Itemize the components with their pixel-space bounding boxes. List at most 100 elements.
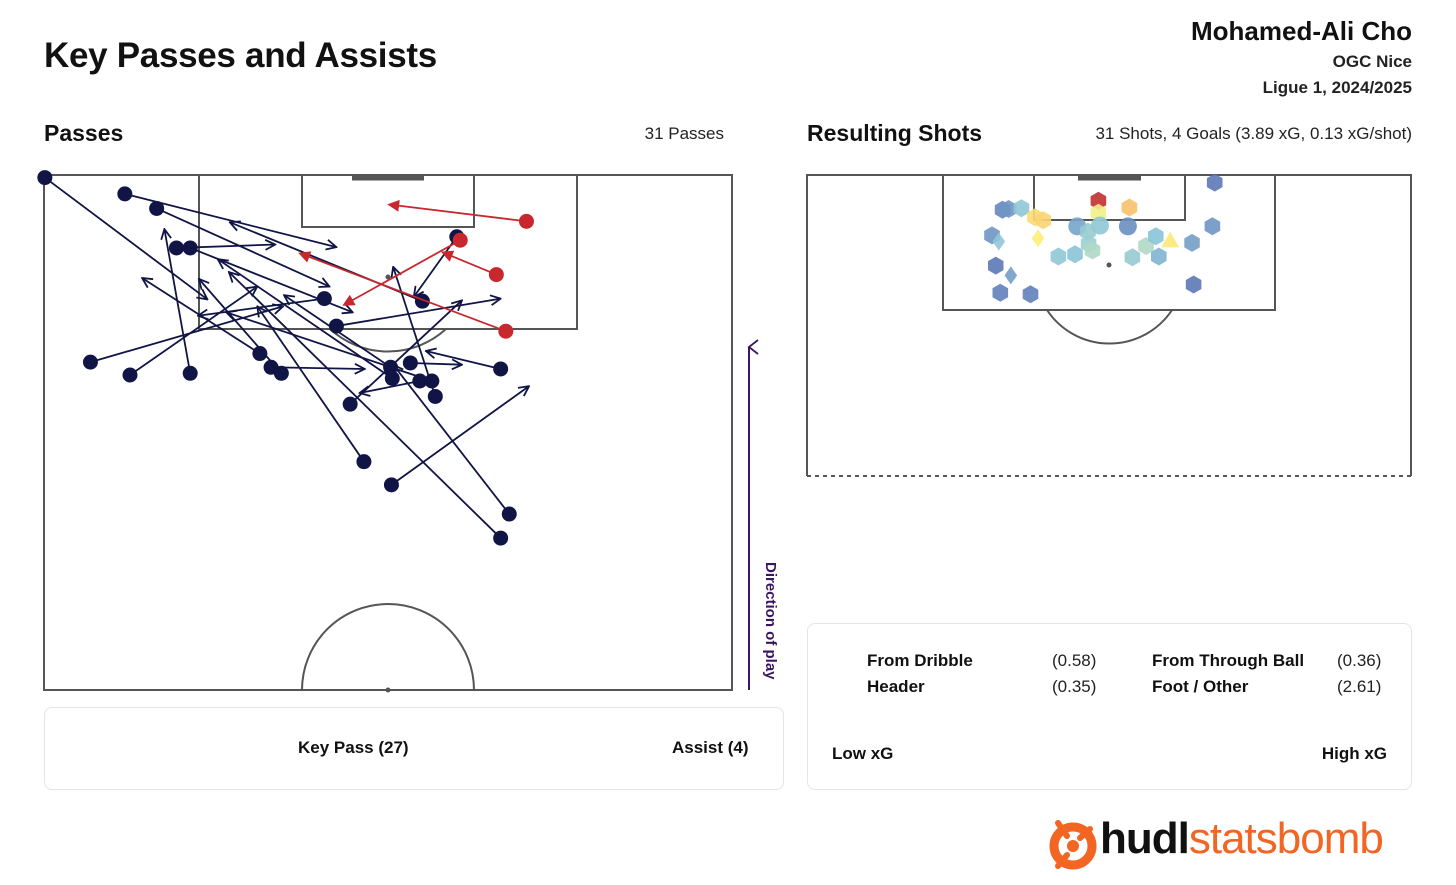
shot-marker	[992, 232, 1006, 251]
pass-origin-dot	[168, 240, 184, 256]
pass-origin-dot	[493, 530, 509, 546]
key-pass	[82, 306, 283, 370]
shots-penalty-arc	[1046, 309, 1173, 345]
shots-heading: Resulting Shots	[807, 120, 983, 146]
pass-origin-dot	[82, 354, 98, 370]
legend-header-label: Header	[867, 677, 925, 696]
pass-line	[129, 287, 257, 376]
key-pass	[383, 386, 529, 493]
pass-line	[387, 199, 527, 223]
penalty-box	[198, 174, 578, 330]
legend-from-dribble-value: (0.58)	[1052, 651, 1097, 670]
legend-through-ball-value: (0.36)	[1337, 651, 1382, 670]
pass-origin-dot	[356, 454, 372, 470]
logo-statsbomb: statsbomb	[1188, 814, 1384, 863]
passes-heading: Passes	[44, 120, 124, 146]
centre-spot	[385, 687, 391, 693]
six-yard-box	[301, 174, 475, 228]
pass-line	[229, 272, 502, 539]
pass-origin-dot	[518, 213, 534, 229]
key-pass	[122, 287, 258, 383]
pass-origin-dot	[498, 323, 514, 339]
legend-key-pass-label: Key Pass (27)	[298, 738, 409, 757]
shot-marker	[1022, 285, 1039, 304]
shot-marker	[1035, 211, 1052, 230]
assist-pass	[298, 251, 514, 339]
shot-marker	[1090, 191, 1107, 210]
assist-pass	[387, 199, 534, 229]
legend-through-ball-label: From Through Ball	[1152, 651, 1305, 670]
key-pass	[199, 279, 289, 381]
shots-pitch	[806, 174, 1412, 477]
shot-marker	[1013, 199, 1030, 218]
key-pass	[360, 373, 428, 394]
pass-origin-dot	[488, 267, 504, 283]
pass-line	[336, 299, 500, 327]
passes-pitch	[43, 174, 733, 693]
player-name: Mohamed-Ali Cho	[1191, 16, 1412, 46]
shot-marker	[1185, 275, 1202, 294]
key-pass	[328, 299, 501, 334]
assist-pass	[342, 232, 468, 306]
pass-line	[440, 250, 497, 276]
legend-assist-label: Assist (4)	[672, 738, 749, 757]
shot-marker	[1031, 229, 1045, 248]
logo-hudl: hudl	[1100, 814, 1190, 863]
shot-marker	[1204, 217, 1221, 236]
shot-marker	[1004, 266, 1018, 285]
pass-origin-dot	[316, 291, 332, 307]
pass-origin-dot	[328, 318, 344, 334]
colorbar-low-label: Low xG	[832, 744, 894, 763]
shot-marker	[1000, 200, 1017, 218]
shots-penalty-spot	[1106, 262, 1112, 268]
pass-origin-dot	[452, 232, 468, 248]
shot-marker	[1184, 233, 1200, 252]
pass-line	[156, 207, 330, 286]
pass-origin-dot	[427, 388, 443, 404]
pass-line	[410, 363, 462, 365]
shot-marker	[1121, 198, 1138, 217]
pass-line	[390, 386, 529, 486]
pass-line	[176, 245, 275, 248]
legend-from-dribble-label: From Dribble	[867, 651, 973, 670]
key-pass	[149, 200, 330, 287]
pass-origin-dot	[252, 346, 268, 362]
shots-layer	[984, 173, 1223, 304]
pass-line	[360, 380, 420, 393]
key-pass	[393, 365, 517, 522]
key-pass	[117, 186, 336, 247]
pass-origin-dot	[501, 506, 517, 522]
shot-marker	[1151, 247, 1167, 266]
key-pass	[257, 306, 372, 470]
pass-legend: Key Pass (27) Assist (4)	[44, 707, 784, 790]
shot-marker	[1206, 173, 1223, 192]
page-title: Key Passes and Assists	[44, 36, 437, 75]
pass-origin-dot	[149, 200, 165, 216]
key-pass	[168, 240, 275, 256]
pass-origin-dot	[383, 477, 399, 493]
pass-origin-dot	[273, 365, 289, 381]
competition-season: Ligue 1, 2024/2025	[1262, 78, 1412, 97]
key-pass	[37, 170, 207, 299]
key-pass	[402, 355, 462, 371]
shot-legend: From Dribble (0.58) Header (0.35) From T…	[807, 623, 1412, 790]
direction-of-play-label: Direction of play	[762, 562, 779, 680]
pass-origin-dot	[122, 367, 138, 383]
pass-origin-dot	[117, 186, 133, 202]
pass-line	[298, 251, 507, 333]
shots-six-yard-box	[1033, 174, 1186, 221]
pass-line	[257, 306, 365, 463]
shot-marker	[1084, 241, 1101, 260]
pitch-boundary	[43, 174, 733, 691]
pass-origin-dot	[342, 396, 358, 412]
penalty-spot	[385, 274, 391, 280]
penalty-arc	[329, 328, 447, 353]
pass-line	[393, 365, 510, 515]
pass-origin-dot	[37, 170, 53, 186]
colorbar-high-label: High xG	[1321, 744, 1387, 763]
pass-origin-dot	[402, 355, 418, 371]
shot-marker	[988, 256, 1004, 275]
legend-header-value: (0.35)	[1052, 677, 1097, 696]
shot-marker	[1118, 217, 1137, 236]
shot-marker	[1161, 231, 1180, 248]
